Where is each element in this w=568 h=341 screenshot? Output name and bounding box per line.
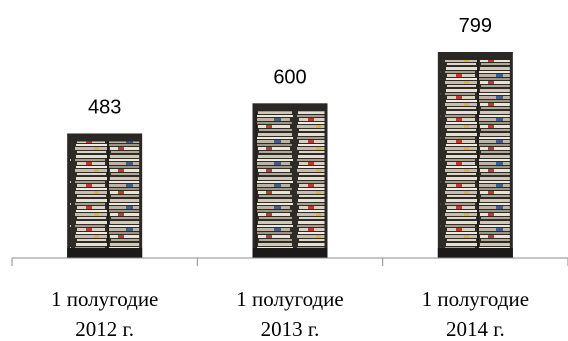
data-label: 600 [273, 66, 306, 88]
category-label: 2012 г. [75, 317, 134, 341]
bars-group [67, 52, 513, 258]
bar [252, 103, 328, 258]
bar [67, 133, 143, 258]
value-labels-group: 483 600 799 [88, 15, 492, 118]
category-label: 1 полугодие [422, 287, 529, 311]
data-label: 483 [88, 96, 121, 118]
data-label: 799 [459, 15, 492, 37]
category-label: 1 полугодие [51, 287, 158, 311]
category-label: 1 полугодие [236, 287, 343, 311]
bar [437, 52, 513, 258]
category-label: 2014 г. [446, 317, 505, 341]
category-label: 2013 г. [261, 317, 320, 341]
category-labels-group: 1 полугодие 2012 г. 1 полугодие 2013 г. 1 по… [51, 287, 529, 341]
x-axis-ticks [11, 258, 568, 266]
